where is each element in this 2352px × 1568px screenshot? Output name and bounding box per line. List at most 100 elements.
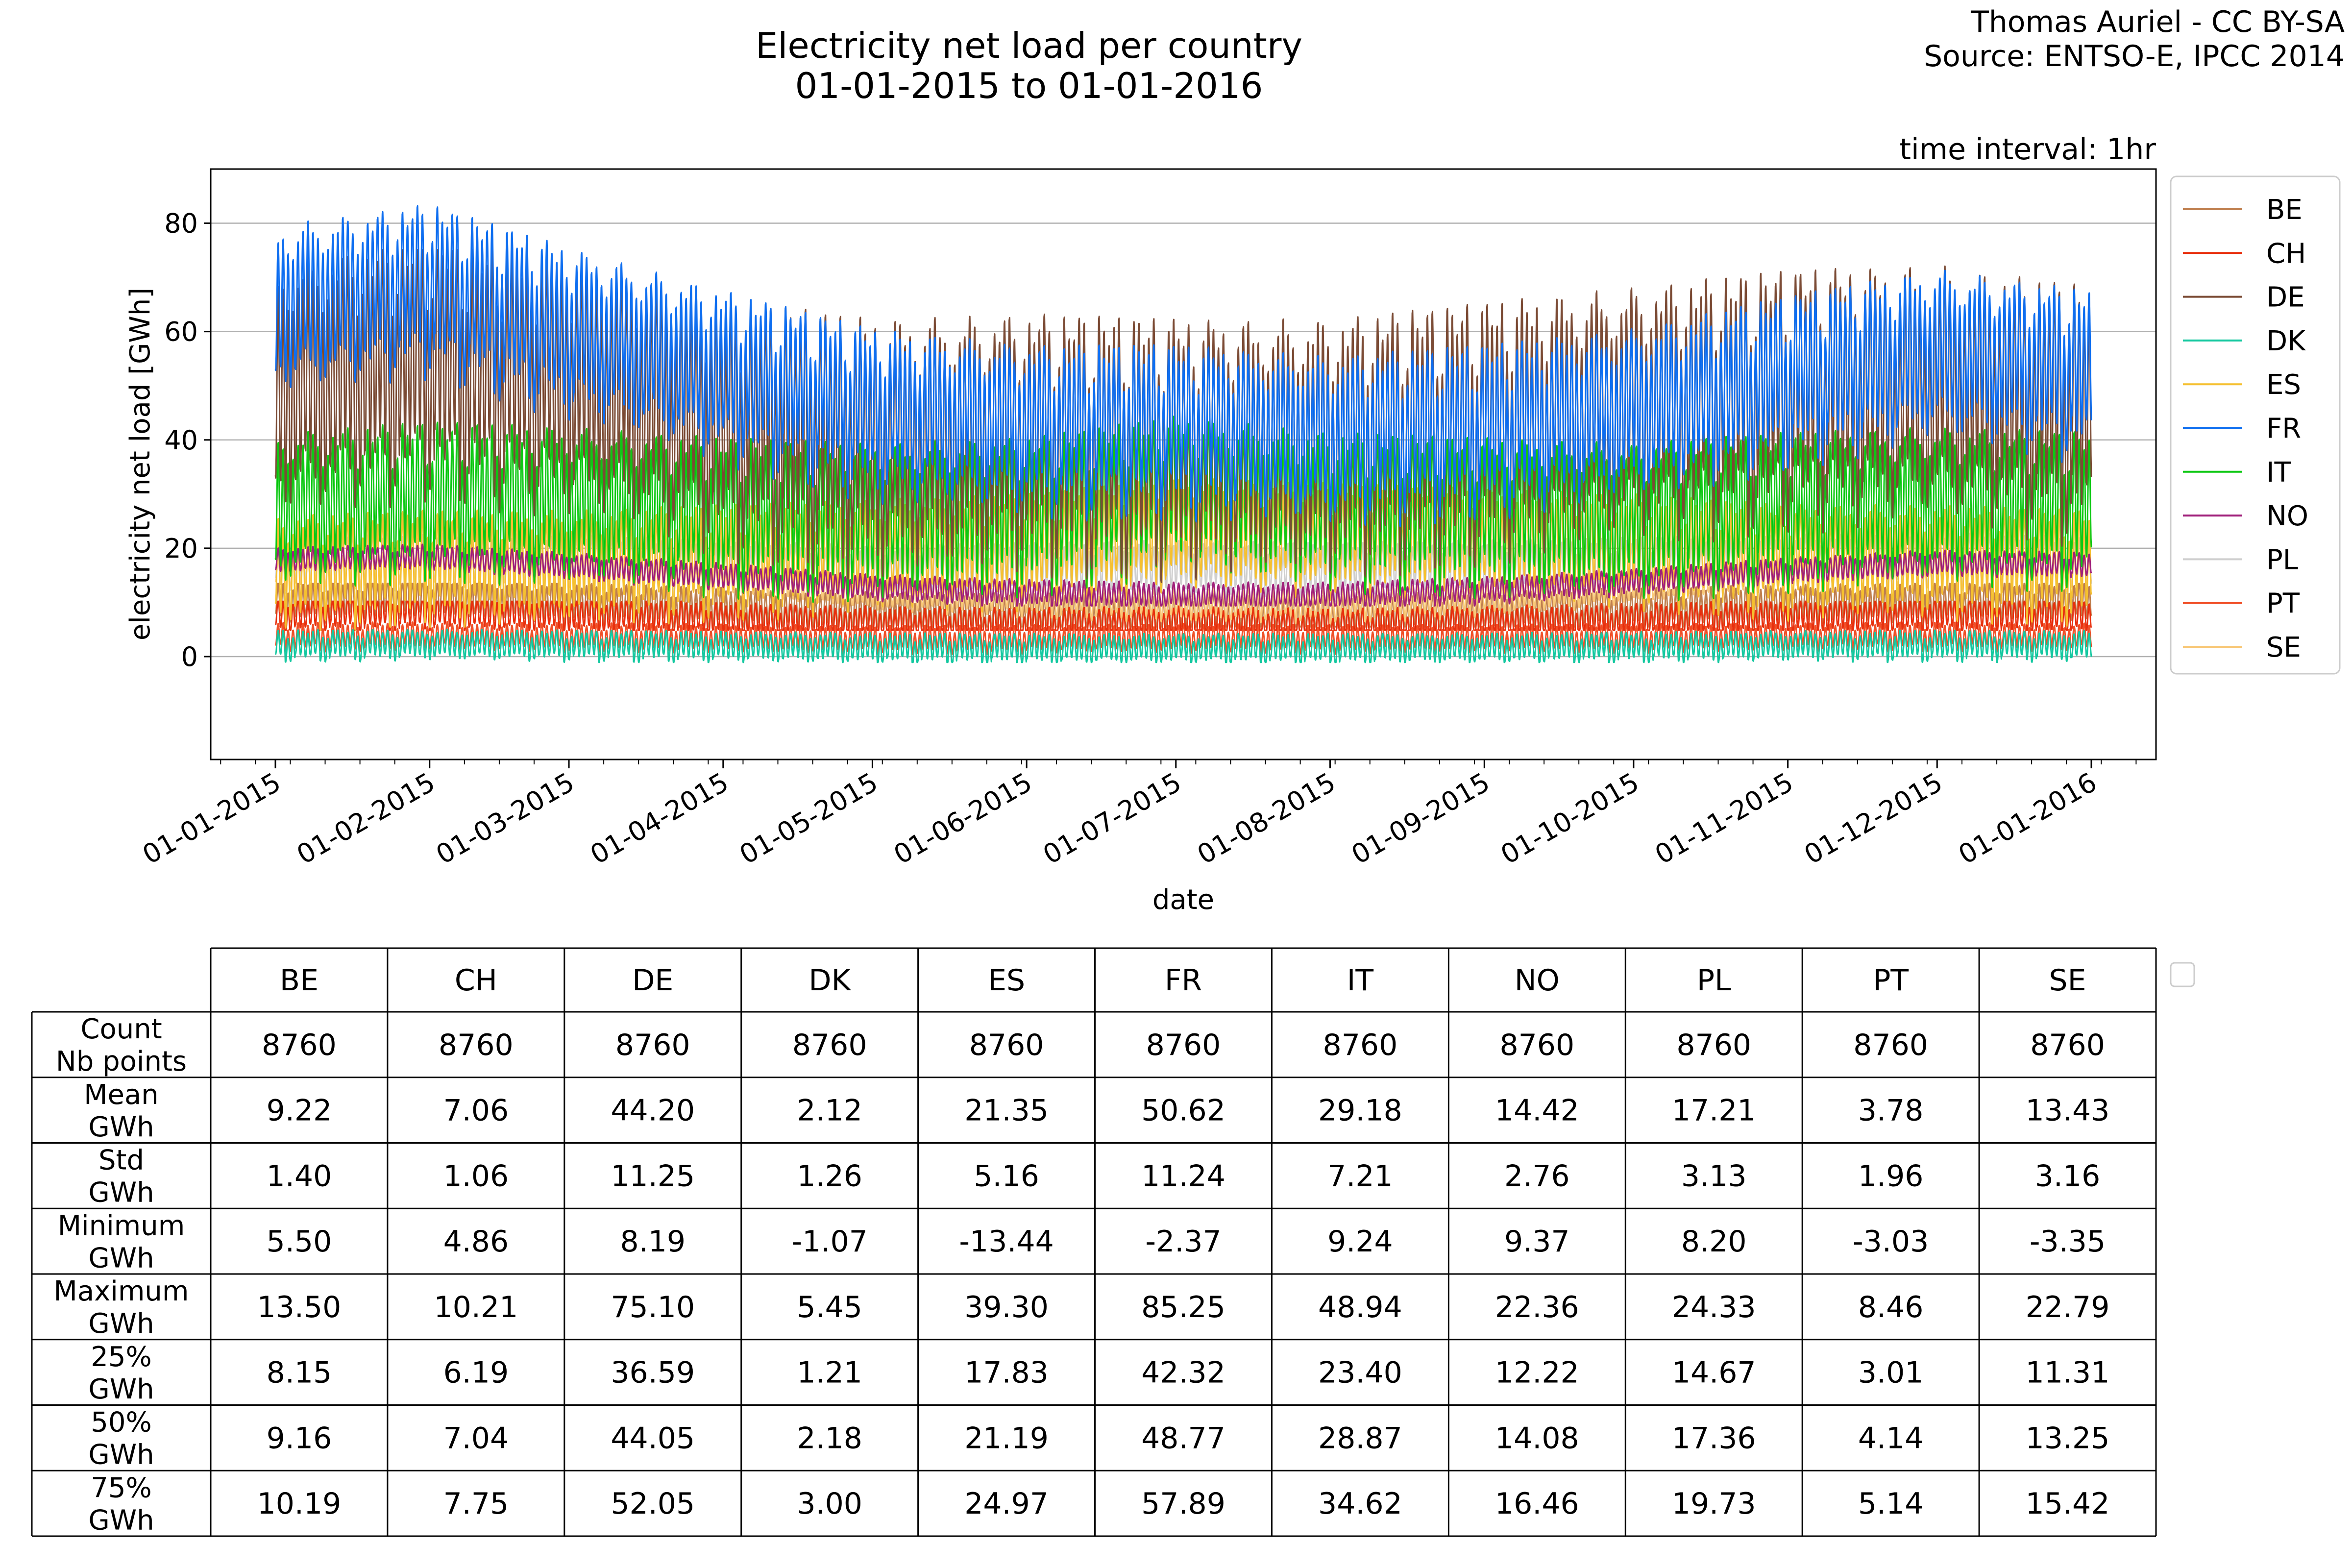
table-row-label: Std	[98, 1145, 144, 1176]
table-column-header: PT	[1873, 963, 1909, 998]
table-cell: 15.42	[2026, 1487, 2110, 1521]
credit-author: Thomas Auriel - CC BY-SA	[1970, 5, 2345, 39]
table-cell: 17.21	[1672, 1094, 1756, 1128]
table-row-unit: GWh	[88, 1439, 154, 1471]
table-row-unit: GWh	[88, 1504, 154, 1536]
legend-label-pl: PL	[2266, 544, 2298, 576]
table-cell: 8.46	[1858, 1290, 1924, 1324]
table-cell: 3.78	[1858, 1094, 1924, 1128]
table-cell: 21.19	[964, 1421, 1049, 1455]
table-cell: 50.62	[1141, 1094, 1225, 1128]
table-cell: 75.10	[611, 1290, 695, 1324]
table-cell: 16.46	[1495, 1487, 1579, 1521]
table-cell: 14.42	[1495, 1094, 1579, 1128]
table-cell: 3.16	[2035, 1159, 2101, 1193]
y-tick-label: 80	[164, 208, 198, 239]
x-axis-label: date	[1152, 884, 1214, 916]
table-cell: 9.37	[1504, 1225, 1570, 1259]
table-cell: 34.62	[1318, 1487, 1402, 1521]
table-row-unit: GWh	[88, 1111, 154, 1143]
table-cell: 1.26	[797, 1159, 862, 1193]
legend-box	[2170, 175, 2341, 675]
table-cell: 5.16	[974, 1159, 1039, 1193]
table-cell: 1.06	[443, 1159, 509, 1193]
table-cell: 19.73	[1672, 1487, 1756, 1521]
table-cell: 44.05	[611, 1421, 695, 1455]
table-cell: 8760	[792, 1028, 867, 1062]
series-line-dk	[275, 628, 2092, 663]
table-cell: 14.08	[1495, 1421, 1579, 1455]
table-cell: 4.14	[1858, 1421, 1924, 1455]
table-cell: 8760	[615, 1028, 690, 1062]
table-cell: 24.33	[1672, 1290, 1756, 1324]
table-row-unit: GWh	[88, 1242, 154, 1274]
chart-title: Electricity net load per country	[756, 25, 1302, 66]
y-tick-label: 40	[164, 425, 198, 456]
table-cell: 8760	[969, 1028, 1044, 1062]
table-cell: 13.43	[2026, 1094, 2110, 1128]
table-cell: 5.14	[1858, 1487, 1924, 1521]
table-row-label: 50%	[91, 1407, 151, 1439]
table-cell: 1.21	[797, 1356, 862, 1390]
table-cell: 11.24	[1141, 1159, 1225, 1193]
series-line-it	[274, 416, 2092, 603]
table-column-header: DE	[632, 963, 673, 998]
table-column-header: PL	[1697, 963, 1731, 998]
table-row-label: Count	[80, 1013, 162, 1045]
table-cell: 1.40	[267, 1159, 332, 1193]
table-cell: 13.25	[2026, 1421, 2110, 1455]
y-tick-label: 0	[181, 641, 198, 672]
table-cell: -2.37	[1145, 1225, 1221, 1259]
table-column-header: SE	[2049, 963, 2086, 998]
table-row-unit: GWh	[88, 1373, 154, 1405]
table-cell: 1.96	[1858, 1159, 1924, 1193]
table-cell: 8.19	[620, 1225, 686, 1259]
table-cell: 8760	[2030, 1028, 2105, 1062]
table-cell: 13.50	[257, 1290, 342, 1324]
table-row-unit: Nb points	[56, 1046, 187, 1078]
legend-label-es: ES	[2266, 369, 2301, 401]
table-cell: -13.44	[959, 1225, 1054, 1259]
table-cell: 48.77	[1141, 1421, 1225, 1455]
legend-label-dk: DK	[2266, 325, 2306, 357]
table-cell: 7.06	[443, 1094, 509, 1128]
plot-frame	[210, 168, 2157, 760]
y-axis: 0 20 40 60 80	[164, 208, 211, 672]
table-cell: 7.21	[1327, 1159, 1393, 1193]
table-cell: 10.19	[257, 1487, 342, 1521]
table-cell: 29.18	[1318, 1094, 1402, 1128]
series-line-ch	[275, 600, 2092, 631]
table-cell: 11.25	[611, 1159, 695, 1193]
legend-label-be: BE	[2266, 194, 2303, 226]
table-row-label: 75%	[91, 1472, 151, 1504]
legend: BE CH DE DK ES FR IT NO PL PT SE	[2170, 175, 2341, 675]
legend-label-de: DE	[2266, 282, 2305, 314]
table-cell: 2.18	[797, 1421, 862, 1455]
chart-subtitle: 01-01-2015 to 01-01-2016	[795, 65, 1263, 106]
table-column-header: FR	[1165, 963, 1202, 998]
table-cell: 44.20	[611, 1094, 695, 1128]
table-cell: 3.00	[797, 1487, 862, 1521]
table-column-header: CH	[455, 963, 497, 998]
table-cell: 8760	[1499, 1028, 1574, 1062]
table-cell: 36.59	[611, 1356, 695, 1390]
table-column-header: ES	[988, 963, 1025, 998]
table-cell: 57.89	[1141, 1487, 1225, 1521]
legend-label-no: NO	[2266, 500, 2308, 532]
table-cell: 9.22	[267, 1094, 332, 1128]
legend-label-fr: FR	[2266, 413, 2301, 445]
table-cell: 22.36	[1495, 1290, 1579, 1324]
legend-label-ch: CH	[2266, 238, 2306, 270]
table-row-label: Maximum	[54, 1275, 189, 1307]
table-column-header: IT	[1347, 963, 1374, 998]
table-cell: 28.87	[1318, 1421, 1402, 1455]
legend-label-it: IT	[2266, 457, 2292, 489]
legend-label-se: SE	[2266, 632, 2301, 663]
table-cell: 9.24	[1327, 1225, 1393, 1259]
table-cell: 17.83	[964, 1356, 1049, 1390]
table-cell: 8760	[1853, 1028, 1928, 1062]
table-cell: 8760	[439, 1028, 514, 1062]
empty-legend-box	[2170, 962, 2195, 987]
y-tick-label: 60	[164, 317, 198, 347]
